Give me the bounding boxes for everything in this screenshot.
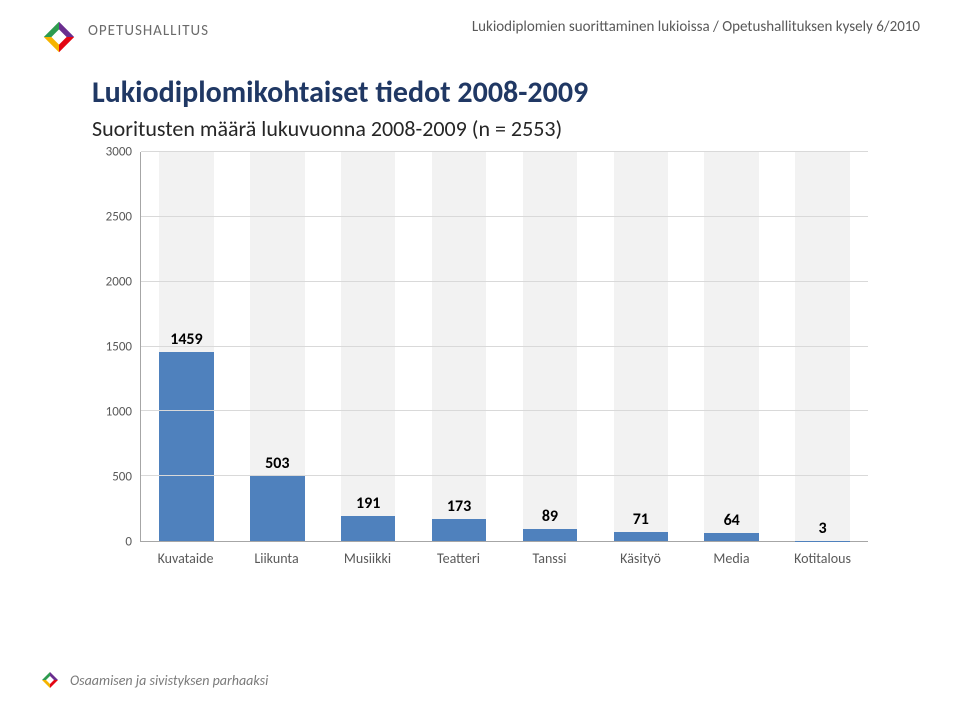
bar-background bbox=[704, 152, 759, 541]
bar-background bbox=[795, 152, 850, 541]
bar-background bbox=[432, 152, 487, 541]
page-root: OPETUSHALLITUS Lukiodiplomien suorittami… bbox=[0, 0, 960, 712]
x-axis-label: Liikunta bbox=[231, 544, 322, 572]
bar: 89 bbox=[523, 529, 578, 541]
grid-line bbox=[141, 281, 868, 282]
bar-slot: 191 bbox=[323, 152, 414, 541]
bar-value-label: 503 bbox=[265, 454, 289, 473]
footer: Osaamisen ja sivistyksen parhaaksi bbox=[40, 670, 268, 690]
bars-group: 1459 503 191 173 89 71 64 3 bbox=[141, 152, 868, 541]
x-axis-label: Teatteri bbox=[413, 544, 504, 572]
x-axis-label: Kotitalous bbox=[777, 544, 868, 572]
footer-tagline: Osaamisen ja sivistyksen parhaaksi bbox=[70, 672, 268, 689]
bar-value-label: 173 bbox=[447, 497, 471, 516]
y-tick-label: 3000 bbox=[92, 145, 132, 160]
x-axis-label: Tanssi bbox=[504, 544, 595, 572]
grid-line bbox=[141, 216, 868, 217]
x-axis-label: Media bbox=[686, 544, 777, 572]
y-tick-label: 2500 bbox=[92, 210, 132, 225]
bar-slot: 1459 bbox=[141, 152, 232, 541]
bar: 64 bbox=[704, 533, 759, 541]
bar-slot: 64 bbox=[686, 152, 777, 541]
bar: 191 bbox=[341, 516, 396, 541]
org-wordmark: OPETUSHALLITUS bbox=[88, 22, 209, 40]
grid-line bbox=[141, 475, 868, 476]
bar: 1459 bbox=[159, 352, 214, 541]
x-axis-label: Musiikki bbox=[322, 544, 413, 572]
x-axis-label: Käsityö bbox=[595, 544, 686, 572]
page-title: Lukiodiplomikohtaiset tiedot 2008-2009 bbox=[92, 74, 920, 111]
bar-background bbox=[523, 152, 578, 541]
bar-value-label: 71 bbox=[633, 510, 649, 529]
bar-background bbox=[341, 152, 396, 541]
y-tick-label: 0 bbox=[92, 535, 132, 550]
chart-container: 050010001500200025003000 145950319117389… bbox=[92, 152, 868, 572]
y-tick-label: 1500 bbox=[92, 340, 132, 355]
top-caption: Lukiodiplomien suorittaminen lukioissa /… bbox=[472, 18, 920, 36]
bar-slot: 71 bbox=[595, 152, 686, 541]
x-axis-label: Kuvataide bbox=[140, 544, 231, 572]
y-axis: 050010001500200025003000 bbox=[92, 152, 136, 542]
x-axis-labels: KuvataideLiikuntaMusiikkiTeatteriTanssiK… bbox=[140, 544, 868, 572]
page-subtitle: Suoritusten määrä lukuvuonna 2008-2009 (… bbox=[92, 115, 920, 142]
bar: 503 bbox=[250, 476, 305, 541]
y-tick-label: 1000 bbox=[92, 405, 132, 420]
y-tick-label: 500 bbox=[92, 470, 132, 485]
bar: 173 bbox=[432, 519, 487, 541]
bar-background bbox=[614, 152, 669, 541]
bar-value-label: 89 bbox=[542, 507, 558, 526]
grid-line bbox=[141, 346, 868, 347]
bar-slot: 503 bbox=[232, 152, 323, 541]
org-logo-icon bbox=[40, 18, 78, 56]
bar-value-label: 191 bbox=[356, 494, 380, 513]
bar-slot: 89 bbox=[505, 152, 596, 541]
title-block: Lukiodiplomikohtaiset tiedot 2008-2009 S… bbox=[92, 74, 920, 142]
bar-value-label: 64 bbox=[724, 511, 740, 530]
grid-line bbox=[141, 410, 868, 411]
bar-value-label: 3 bbox=[818, 519, 826, 538]
footer-logo-icon bbox=[40, 670, 60, 690]
bar-chart: 050010001500200025003000 145950319117389… bbox=[92, 152, 868, 572]
bar: 71 bbox=[614, 532, 669, 541]
bar-slot: 3 bbox=[777, 152, 868, 541]
plot-area: 1459 503 191 173 89 71 64 3 bbox=[140, 152, 868, 542]
grid-line bbox=[141, 151, 868, 152]
y-tick-label: 2000 bbox=[92, 275, 132, 290]
bar-slot: 173 bbox=[414, 152, 505, 541]
